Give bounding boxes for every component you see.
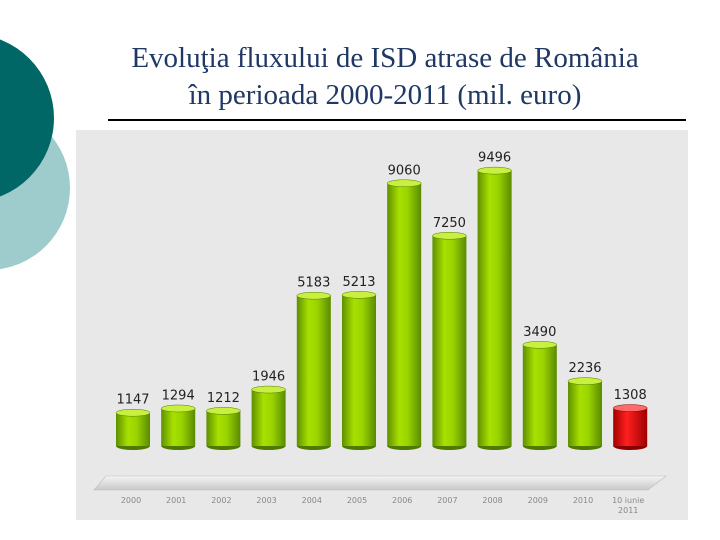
bar-value-label-10: 2236 <box>568 361 601 376</box>
bar-body-11 <box>613 408 648 446</box>
bar-value-label-1: 1294 <box>162 388 195 403</box>
bar-8 <box>477 166 512 450</box>
bar-10 <box>567 377 603 450</box>
bar-value-label-3: 1946 <box>252 370 285 385</box>
bar-6 <box>386 179 422 450</box>
bar-5 <box>341 291 377 450</box>
bar-top-3 <box>251 385 286 394</box>
slide-title: Evoluţia fluxului de ISD atrase de Român… <box>80 40 690 114</box>
bar-3 <box>251 385 286 450</box>
bar-top-10 <box>567 377 603 385</box>
bar-value-label-7: 7250 <box>433 216 466 231</box>
bar-top-7 <box>432 232 467 240</box>
bar-top-4 <box>296 291 332 300</box>
bar-value-label-5: 5213 <box>342 275 375 290</box>
bar-body-5 <box>342 294 376 446</box>
bar-value-label-0: 1147 <box>116 393 149 408</box>
chart-floor <box>93 475 667 491</box>
bar-chart: 1147 1294 1212 1946 5183 5213 9060 7250 9496 3490… <box>93 151 667 515</box>
bar-top-2 <box>206 407 241 415</box>
x-tick-label-11: 10 iunie 2011 <box>612 496 644 515</box>
bar-body-10 <box>568 381 602 446</box>
bar-body-0 <box>116 412 150 446</box>
x-tick-label-1: 2001 <box>166 496 186 505</box>
bar-top-5 <box>341 291 377 299</box>
bar-9 <box>522 341 558 450</box>
x-tick-label-2: 2002 <box>211 496 231 505</box>
x-tick-label-10: 2010 <box>573 496 593 505</box>
x-tick-label-5: 2005 <box>347 496 367 505</box>
x-tick-label-0: 2000 <box>121 496 141 505</box>
bar-11 <box>612 404 648 450</box>
bar-value-label-11: 1308 <box>614 388 647 403</box>
x-tick-label-8: 2008 <box>482 496 502 505</box>
bar-top-9 <box>522 341 558 349</box>
bar-body-9 <box>522 344 557 446</box>
bar-4 <box>296 291 332 450</box>
bar-value-label-4: 5183 <box>297 276 330 291</box>
bar-body-7 <box>432 235 467 446</box>
x-tick-label-4: 2004 <box>302 496 322 505</box>
x-tick-label-9: 2009 <box>528 496 548 505</box>
decor-dark-circle <box>0 39 54 197</box>
bar-0 <box>115 408 151 450</box>
bar-value-label-6: 9060 <box>388 163 421 178</box>
bar-top-8 <box>477 166 512 175</box>
bar-body-4 <box>296 295 331 446</box>
x-tick-label-6: 2006 <box>392 496 412 505</box>
bar-body-1 <box>161 408 196 446</box>
bar-2 <box>206 407 241 450</box>
x-tick-label-7: 2007 <box>437 496 457 505</box>
x-tick-label-3: 2003 <box>256 496 276 505</box>
bar-body-3 <box>251 389 286 446</box>
chart-panel: 1147 1294 1212 1946 5183 5213 9060 7250 9496 3490… <box>76 130 688 520</box>
slide-title-line-1: Evoluţia fluxului de ISD atrase de Român… <box>131 42 639 74</box>
bar-top-11 <box>612 404 648 412</box>
bar-value-label-2: 1212 <box>207 391 240 406</box>
bar-value-label-8: 9496 <box>478 151 511 166</box>
bar-top-0 <box>115 408 151 417</box>
bar-1 <box>160 404 196 450</box>
bar-body-2 <box>206 410 241 446</box>
bar-7 <box>432 232 467 450</box>
title-underline <box>108 119 686 121</box>
bar-value-label-9: 3490 <box>523 325 556 340</box>
bar-body-8 <box>477 170 512 446</box>
bar-top-6 <box>386 179 422 188</box>
bar-body-6 <box>387 183 422 446</box>
slide-title-line-2: în perioada 2000-2011 (mil. euro) <box>188 79 582 111</box>
bar-top-1 <box>160 404 196 413</box>
x-tick-labels: 2000 2001 2002 2003 2004 2005 2006 2007 2008 2009… <box>121 496 645 515</box>
bars-group: 1147 1294 1212 1946 5183 5213 9060 7250 9496 3490… <box>115 151 648 450</box>
